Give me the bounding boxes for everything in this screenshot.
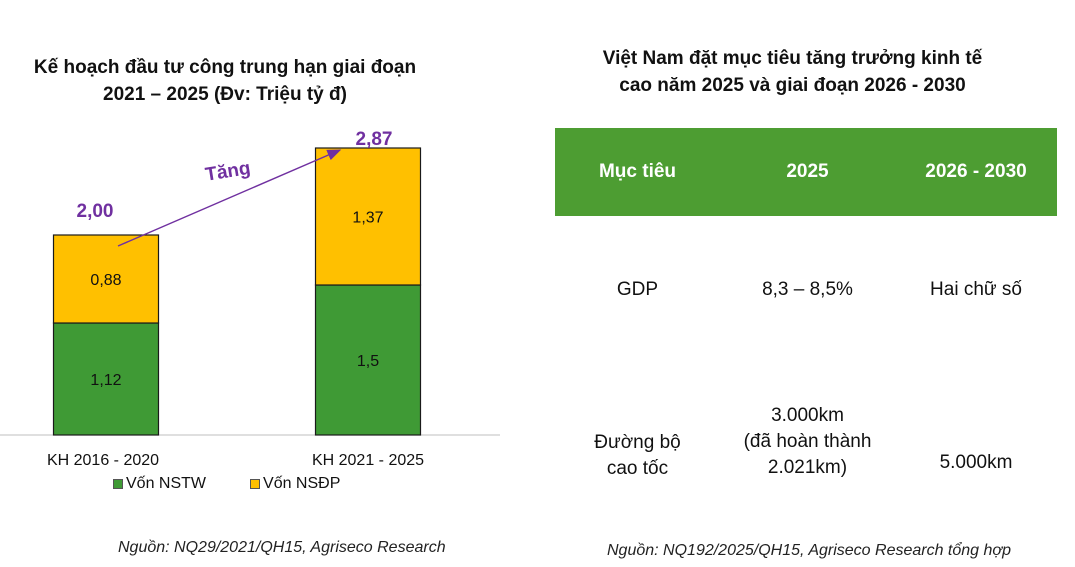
total-label-1: 2,00: [77, 201, 114, 222]
table-title: Việt Nam đặt mục tiêu tăng trưởng kinh t…: [540, 45, 1045, 99]
bar-segment-nsdp-2: [314, 147, 422, 286]
chart-legend: Vốn NSTW Vốn NSĐP: [113, 475, 384, 493]
total-label-2: 2,87: [356, 129, 393, 150]
bar-segment-nsdp-1: [52, 234, 160, 324]
chart-title: Kế hoạch đầu tư công trung hạn giai đoạn…: [0, 54, 450, 108]
cell-highway-label: Đường bộ cao tốc: [594, 432, 681, 479]
growth-targets-table: Mục tiêu 2025 2026 - 2030 GDP 8,3 – 8,5%…: [555, 128, 1057, 520]
table-row: GDP 8,3 – 8,5% Hai chữ số: [555, 216, 1057, 364]
header-2025: 2025: [720, 128, 895, 216]
bar-value-label-nstw-2: 1,5: [357, 353, 379, 370]
stacked-bar-chart: 1,12 0,88 KH 2016 - 2020 1,5 1,37 KH 2021 - 2…: [0, 129, 500, 469]
bar-value-label-nstw-1: 1,12: [90, 372, 121, 389]
legend-label-nsdp: Vốn NSĐP: [263, 475, 341, 492]
increase-arrow: [117, 149, 342, 247]
bar-segment-nstw-1: [52, 322, 160, 436]
increase-annotation: Tăng: [204, 158, 252, 186]
legend-swatch-yellow: [250, 479, 261, 489]
table-header-row: Mục tiêu 2025 2026 - 2030: [555, 128, 1057, 216]
cell-highway-2025: 3.000km (đã hoàn thành 2.021km): [743, 405, 872, 478]
table-row: Đường bộ cao tốc 3.000km (đã hoàn thành …: [555, 364, 1057, 520]
cell-gdp-2025: 8,3 – 8,5%: [762, 279, 853, 300]
legend-item-nstw: Vốn NSTW: [113, 475, 206, 493]
bar-value-label-nsdp-2: 1,37: [352, 210, 383, 227]
legend-item-nsdp: Vốn NSĐP: [250, 475, 340, 493]
cell-gdp-label: GDP: [616, 279, 659, 300]
source-note-right: Nguồn: NQ192/2025/QH15, Agriseco Researc…: [607, 542, 1011, 559]
table-title-text: Việt Nam đặt mục tiêu tăng trưởng kinh t…: [602, 48, 983, 96]
header-target: Mục tiêu: [555, 128, 720, 216]
chart-title-text: Kế hoạch đầu tư công trung hạn giai đoạn…: [33, 57, 417, 105]
source-note-left: Nguồn: NQ29/2021/QH15, Agriseco Research: [118, 539, 446, 556]
legend-label-nstw: Vốn NSTW: [126, 475, 207, 492]
category-label-2: KH 2021 - 2025: [312, 452, 424, 469]
bar-value-label-nsdp-1: 0,88: [90, 272, 121, 289]
category-label-1: KH 2016 - 2020: [47, 452, 159, 469]
header-2026-2030: 2026 - 2030: [895, 128, 1057, 216]
cell-highway-2026-2030: 5.000km: [939, 451, 1013, 473]
legend-swatch-green: [113, 479, 123, 489]
cell-gdp-2026-2030: Hai chữ số: [930, 279, 1022, 300]
